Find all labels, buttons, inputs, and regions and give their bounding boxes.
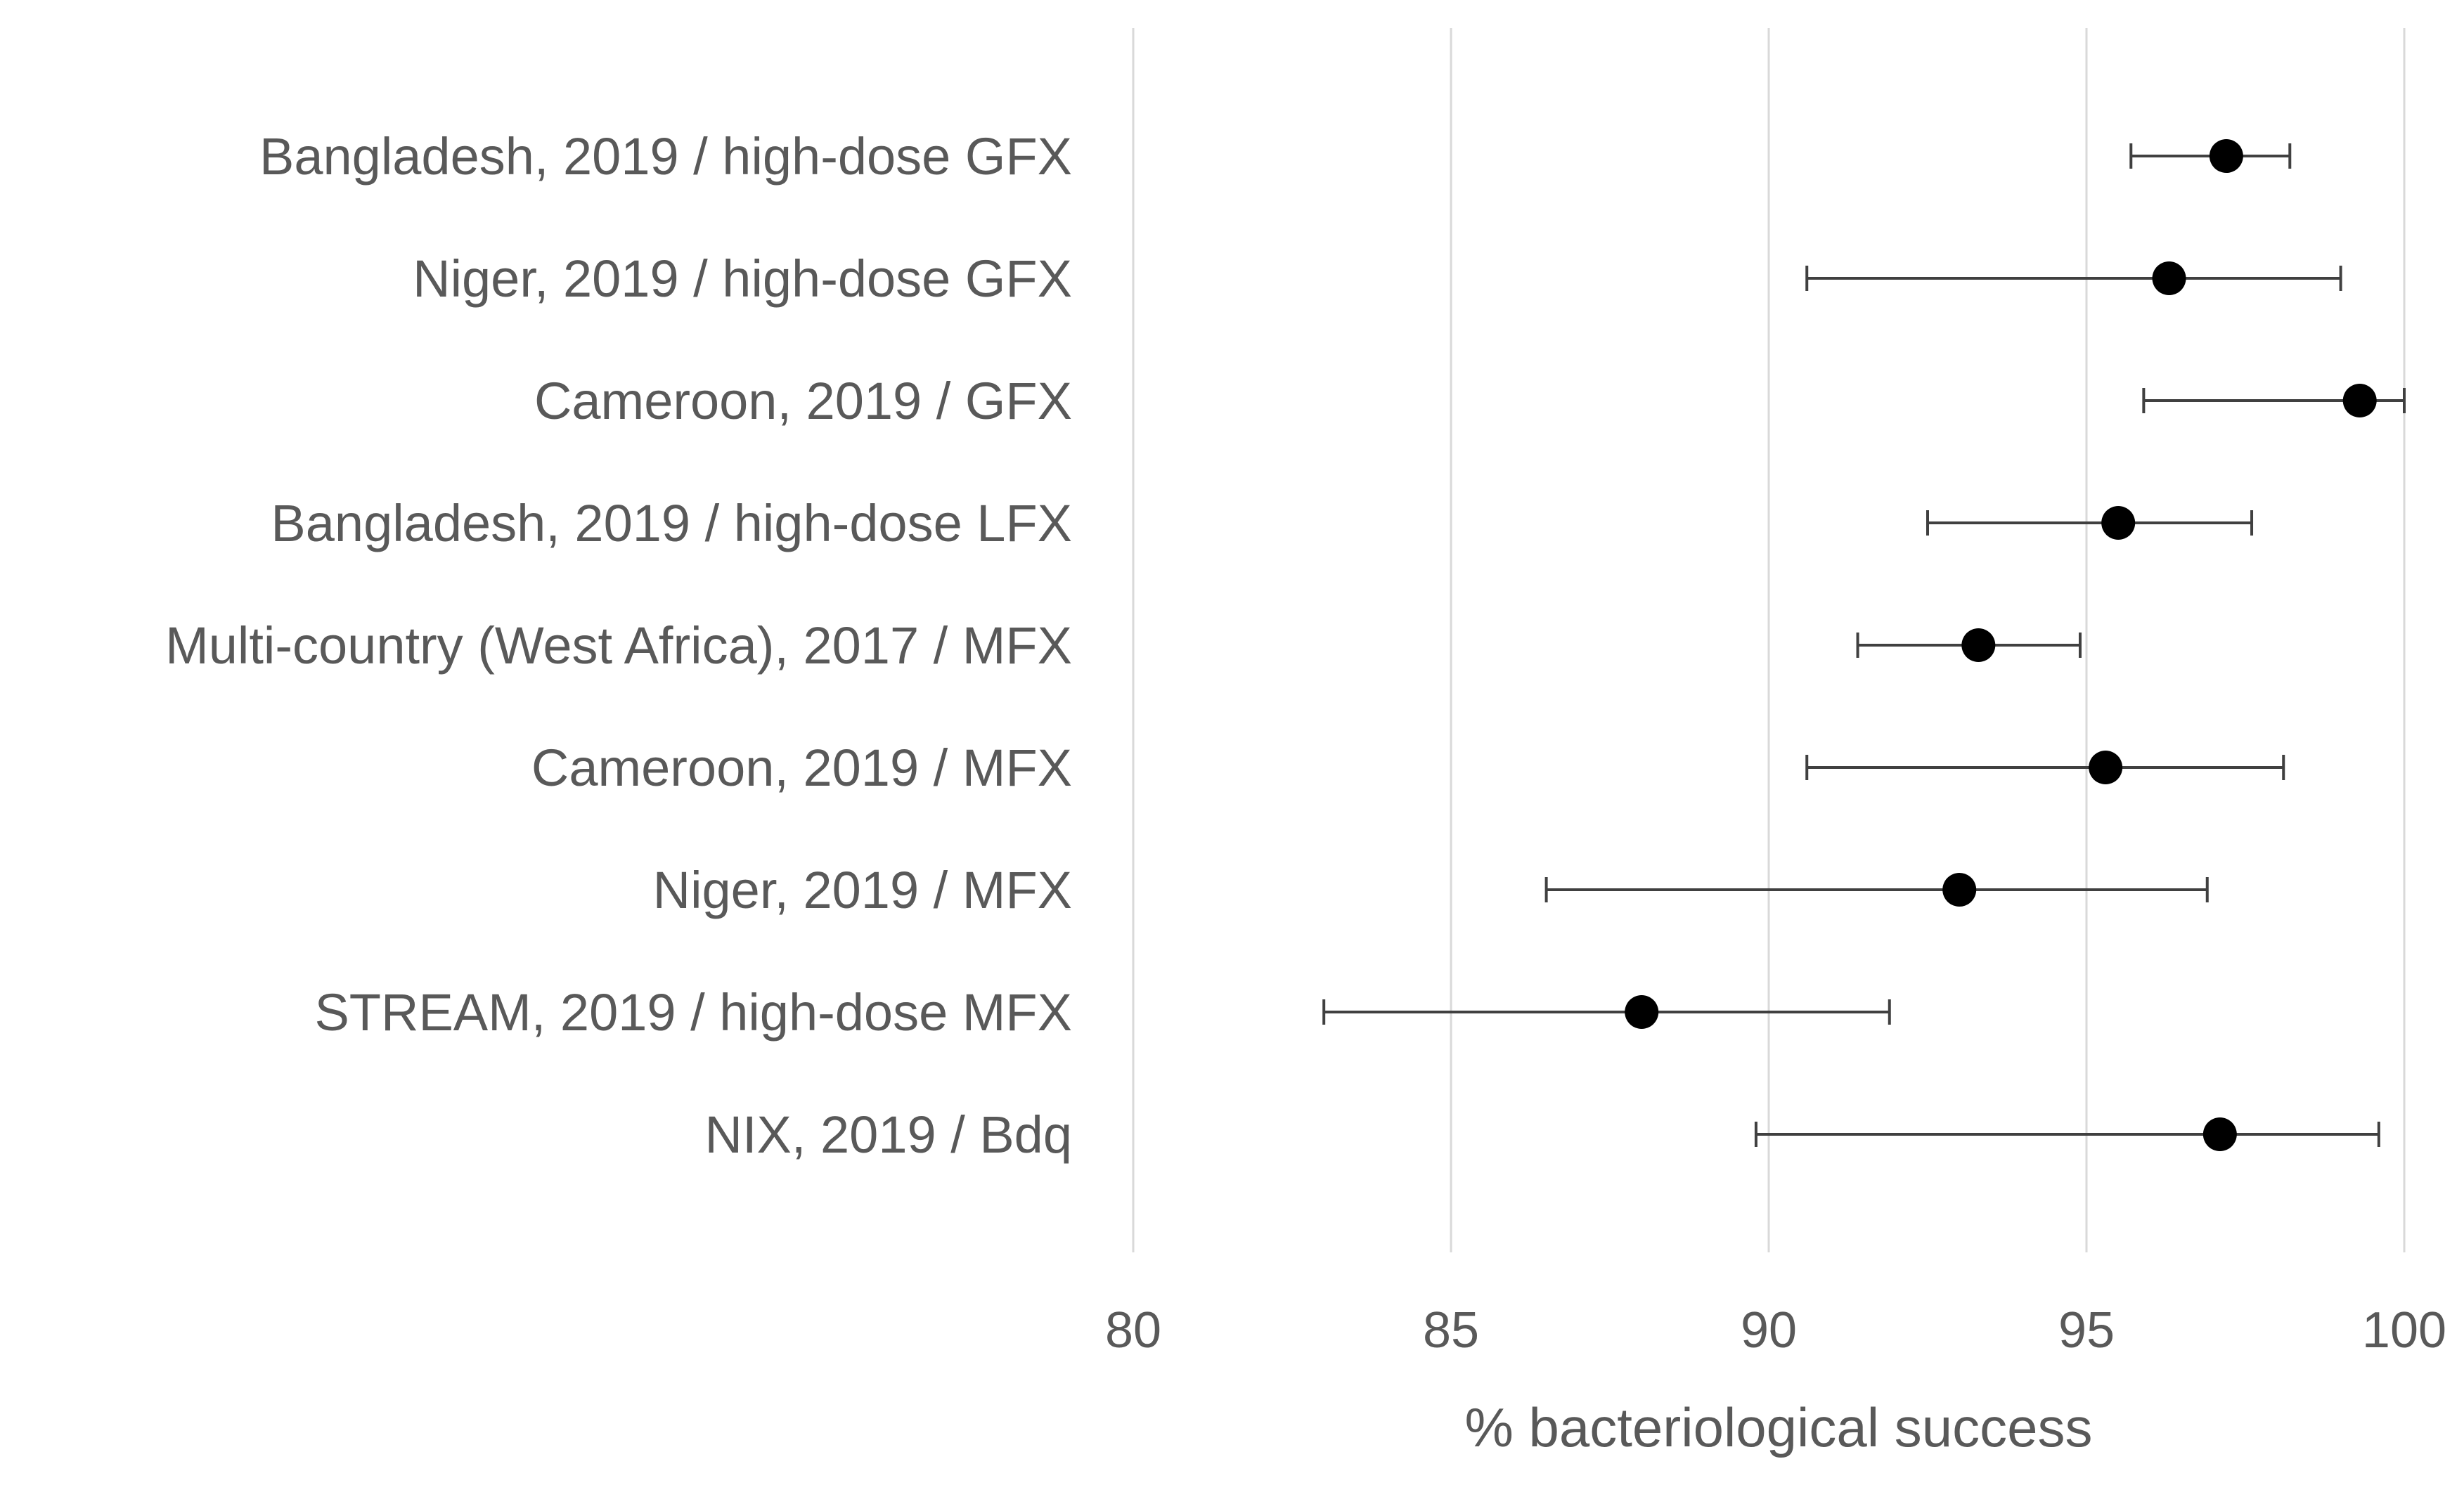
x-tick-label-95: 95 <box>2058 1302 2115 1358</box>
x-tick-label-100: 100 <box>2362 1302 2446 1358</box>
errorbar-row-2 <box>1805 266 2342 291</box>
x-tick-label-90: 90 <box>1741 1302 1797 1358</box>
category-label-5: Multi-country (West Africa), 2017 / MFX <box>165 616 1072 675</box>
data-point-2 <box>2152 261 2186 295</box>
category-label-4: Bangladesh, 2019 / high-dose LFX <box>271 494 1072 552</box>
grid-layer <box>1132 28 2406 1252</box>
category-label-9: NIX, 2019 / Bdq <box>705 1105 1072 1164</box>
category-label-8: STREAM, 2019 / high-dose MFX <box>314 983 1072 1042</box>
category-label-2: Niger, 2019 / high-dose GFX <box>413 249 1072 308</box>
errorbar-row-8 <box>1322 999 1891 1025</box>
errorbar-row-7 <box>1544 877 2209 902</box>
data-point-8 <box>1625 995 1659 1029</box>
data-point-5 <box>1961 628 1996 662</box>
errorbar-row-4 <box>1926 510 2254 536</box>
errorbar-layer <box>1322 143 2406 1147</box>
x-axis-title: % bacteriological success <box>1464 1396 2092 1458</box>
data-point-7 <box>1942 873 1977 907</box>
errorbar-row-6 <box>1805 755 2285 780</box>
x-tick-label-layer: 80 85 90 95 100 <box>1105 1302 2446 1358</box>
category-label-7: Niger, 2019 / MFX <box>653 861 1072 919</box>
x-tick-label-85: 85 <box>1423 1302 1479 1358</box>
x-tick-label-80: 80 <box>1105 1302 1161 1358</box>
data-point-4 <box>2101 506 2136 540</box>
data-point-3 <box>2342 384 2377 417</box>
errorbar-row-9 <box>1754 1122 2380 1147</box>
category-label-layer: Bangladesh, 2019 / high-dose GFX Niger, 2… <box>165 127 1072 1164</box>
data-point-1 <box>2209 139 2243 173</box>
data-point-9 <box>2202 1117 2237 1151</box>
point-layer <box>1625 139 2377 1151</box>
category-label-6: Cameroon, 2019 / MFX <box>531 739 1072 797</box>
category-label-3: Cameroon, 2019 / GFX <box>534 372 1072 430</box>
data-point-6 <box>2089 751 2123 784</box>
category-label-1: Bangladesh, 2019 / high-dose GFX <box>259 127 1072 186</box>
